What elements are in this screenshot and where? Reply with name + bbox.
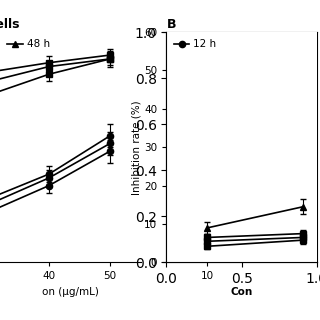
Legend: 12 h: 12 h [172, 37, 219, 52]
X-axis label: on (μg/mL): on (μg/mL) [42, 287, 99, 297]
Text: B: B [166, 18, 176, 31]
X-axis label: Con: Con [230, 287, 253, 297]
Text: cells: cells [0, 18, 20, 31]
Legend: 48 h: 48 h [5, 37, 52, 52]
Y-axis label: Inhibition rate (%): Inhibition rate (%) [132, 100, 141, 195]
